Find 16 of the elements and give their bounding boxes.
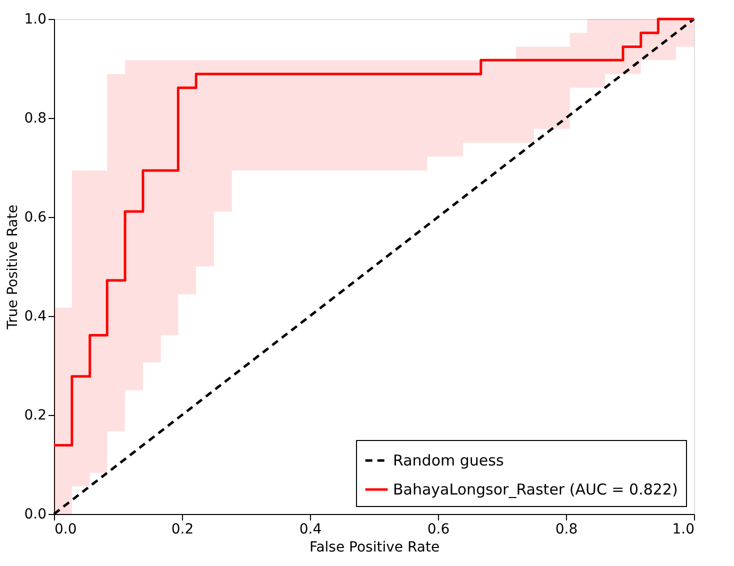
y-tick-label: 1.0 bbox=[24, 12, 46, 28]
legend-label: BahayaLongsor_Raster (AUC = 0.822) bbox=[393, 480, 678, 498]
x-tick-label: 0.2 bbox=[171, 522, 194, 538]
y-tick-label: 0.0 bbox=[24, 506, 46, 522]
x-axis-title: False Positive Rate bbox=[309, 540, 440, 556]
legend-label: Random guess bbox=[393, 452, 504, 470]
y-tick-label: 0.4 bbox=[24, 308, 47, 324]
x-tick-label: 0.8 bbox=[555, 522, 578, 538]
y-tick-label: 0.6 bbox=[24, 210, 47, 226]
x-tick-label: 0.6 bbox=[427, 522, 450, 538]
x-tick-label: 0.4 bbox=[299, 522, 322, 538]
y-tick-label: 0.2 bbox=[24, 408, 46, 424]
x-tick-label: 1.0 bbox=[672, 522, 694, 538]
y-tick-label: 0.8 bbox=[24, 110, 46, 126]
x-tick-label: 0.0 bbox=[54, 522, 77, 538]
y-axis-title: True Positive Rate bbox=[5, 204, 22, 330]
